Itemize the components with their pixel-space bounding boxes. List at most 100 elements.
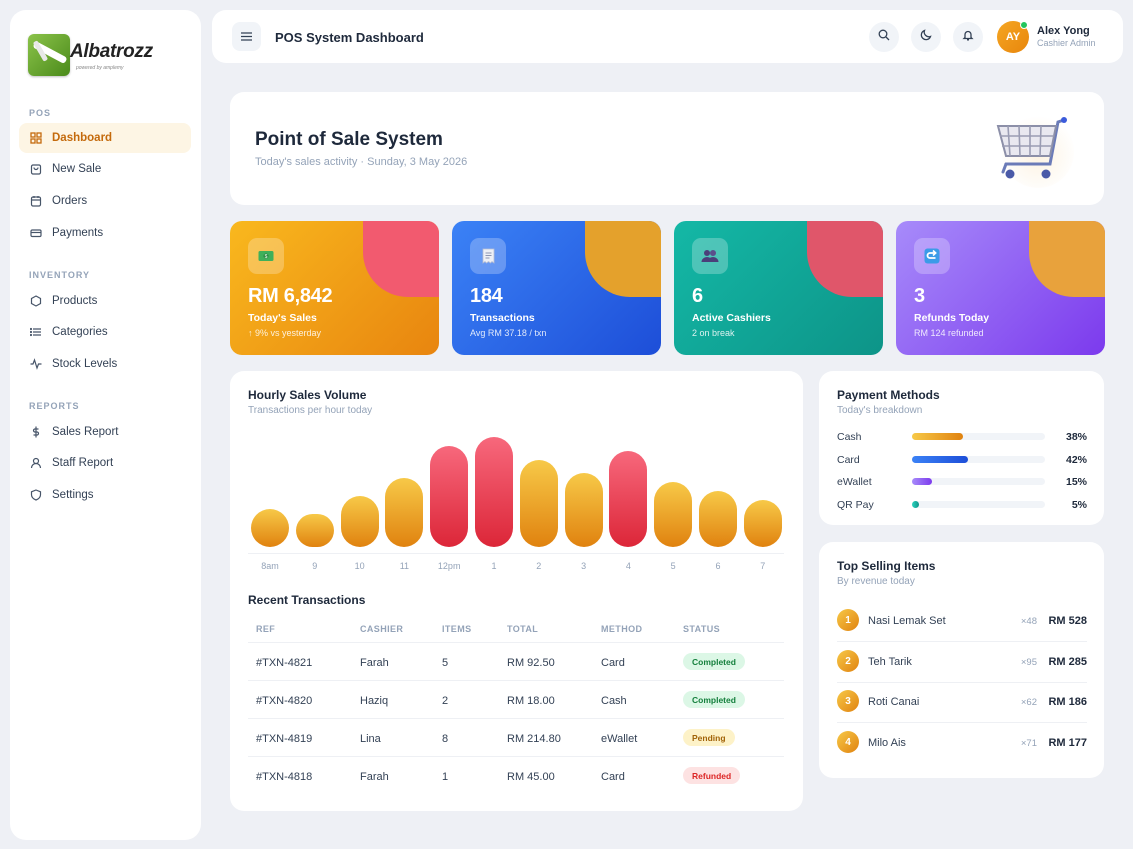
chart-bar[interactable] — [519, 459, 558, 547]
col-header-items: ITEMS — [442, 624, 472, 634]
notifications-button[interactable] — [953, 22, 983, 52]
item-revenue: RM 186 — [1048, 696, 1087, 708]
sidebar-item-stock-levels[interactable]: Stock Levels — [19, 349, 191, 379]
top-selling-subtitle: By revenue today — [837, 576, 915, 587]
stat-decor — [1029, 221, 1105, 297]
payment-method-percent: 15% — [1065, 476, 1087, 488]
payment-methods-subtitle: Today's breakdown — [837, 405, 923, 416]
calendar-icon — [30, 195, 42, 207]
search-button[interactable] — [869, 22, 899, 52]
chart-bar[interactable] — [430, 446, 469, 547]
user-name[interactable]: Alex Yong — [1037, 25, 1090, 37]
sidebar-item-orders[interactable]: Orders — [19, 186, 191, 216]
box-icon — [30, 295, 42, 307]
chart-subtitle: Transactions per hour today — [248, 405, 373, 416]
sidebar-item-payments[interactable]: Payments — [19, 218, 191, 248]
chart-x-tick-label: 6 — [715, 561, 721, 571]
chart-bar[interactable] — [385, 477, 424, 547]
sidebar-item-new-sale[interactable]: New Sale — [19, 154, 191, 184]
cell-ref: #TXN-4820 — [256, 695, 313, 707]
stat-label: Today's Sales — [248, 312, 317, 324]
menu-toggle-button[interactable] — [232, 22, 261, 51]
chart-bar[interactable] — [699, 491, 737, 547]
chart-bar[interactable] — [340, 495, 379, 547]
list-icon — [30, 326, 42, 338]
col-header-total: TOTAL — [507, 624, 539, 634]
cell-method: Card — [601, 657, 625, 669]
refund-icon — [914, 238, 950, 274]
sidebar-item-categories[interactable]: Categories — [19, 317, 191, 347]
receipt-icon — [470, 238, 506, 274]
top-selling-card: Top Selling Items By revenue today 1 Nas… — [819, 542, 1104, 778]
chart-bar[interactable] — [295, 513, 334, 547]
table-divider — [248, 756, 784, 757]
stat-card-sales[interactable]: $ RM 6,842 Today's Sales ↑ 9% vs yesterd… — [230, 221, 439, 355]
chart-bar[interactable] — [475, 437, 513, 547]
item-name[interactable]: Milo Ais — [868, 737, 906, 749]
chart-bar[interactable] — [743, 500, 782, 547]
item-qty: ×48 — [1020, 616, 1037, 627]
albatross-logo-icon — [28, 34, 70, 76]
users-icon — [692, 238, 728, 274]
stat-card-refunds[interactable]: 3 Refunds Today RM 124 refunded — [896, 221, 1105, 355]
theme-toggle-button[interactable] — [911, 22, 941, 52]
progress-fill — [912, 500, 919, 508]
sidebar-item-products[interactable]: Products — [19, 286, 191, 316]
cell-total: RM 92.50 — [507, 657, 555, 669]
stat-value: 6 — [692, 285, 703, 307]
item-name[interactable]: Nasi Lemak Set — [868, 615, 946, 627]
chart-bar[interactable] — [251, 509, 289, 547]
chart-bar[interactable] — [564, 473, 603, 547]
col-header-method: METHOD — [601, 624, 643, 634]
shopping-cart-icon — [990, 112, 1080, 188]
chart-bar[interactable] — [609, 450, 648, 547]
user-role: Cashier Admin — [1037, 38, 1096, 48]
progress-fill — [912, 433, 963, 440]
item-name[interactable]: Teh Tarik — [868, 656, 912, 668]
top-header: POS System Dashboard AY Alex Yong Cashie… — [212, 10, 1123, 63]
sidebar-item-settings[interactable]: Settings — [19, 480, 191, 510]
item-name[interactable]: Roti Canai — [868, 696, 920, 708]
status-badge: Completed — [683, 691, 745, 708]
status-badge: Pending — [683, 729, 735, 746]
rank-badge: 4 — [837, 731, 859, 753]
payment-method-label: eWallet — [837, 476, 872, 488]
stat-card-cashiers[interactable]: 6 Active Cashiers 2 on break — [674, 221, 883, 355]
top-selling-title: Top Selling Items — [837, 559, 936, 573]
dollar-icon — [30, 426, 42, 438]
list-divider — [837, 682, 1087, 683]
brand-logo[interactable]: Albatrozz powered by amplemy — [28, 26, 178, 86]
sidebar-item-label: Staff Report — [52, 457, 114, 469]
chart-x-tick-label: 3 — [581, 561, 587, 571]
cell-method: Card — [601, 771, 625, 783]
sidebar-item-dashboard[interactable]: Dashboard — [19, 123, 191, 153]
chart-x-tick-label: 7 — [760, 561, 766, 571]
stat-label: Transactions — [470, 312, 535, 324]
sidebar-item-label: Sales Report — [52, 426, 119, 438]
stat-label: Active Cashiers — [692, 312, 771, 324]
card-icon — [30, 227, 42, 239]
stat-card-transactions[interactable]: 184 Transactions Avg RM 37.18 / txn — [452, 221, 661, 355]
avatar[interactable]: AY — [997, 21, 1029, 53]
item-qty: ×95 — [1020, 657, 1037, 668]
nav-section-pos: POS — [29, 108, 52, 118]
col-header-status: STATUS — [683, 624, 721, 634]
list-divider — [837, 641, 1087, 642]
cell-total: RM 18.00 — [507, 695, 555, 707]
stat-decor — [585, 221, 661, 297]
rank-badge: 3 — [837, 690, 859, 712]
status-badge: Refunded — [683, 767, 741, 784]
sidebar-item-label: Settings — [52, 489, 94, 501]
grid-icon — [30, 132, 42, 144]
rank-badge: 1 — [837, 609, 859, 631]
chart-x-tick-label: 8am — [261, 561, 279, 571]
cell-items: 8 — [442, 733, 449, 745]
sidebar-item-staff-report[interactable]: Staff Report — [19, 448, 191, 478]
chart-bar[interactable] — [654, 482, 693, 547]
item-revenue: RM 177 — [1048, 737, 1087, 749]
hero-title: Point of Sale System — [255, 129, 443, 150]
progress-track — [912, 500, 1045, 508]
table-divider — [248, 718, 784, 719]
chart-title: Hourly Sales Volume — [248, 388, 367, 402]
sidebar-item-sales-report[interactable]: Sales Report — [19, 417, 191, 447]
